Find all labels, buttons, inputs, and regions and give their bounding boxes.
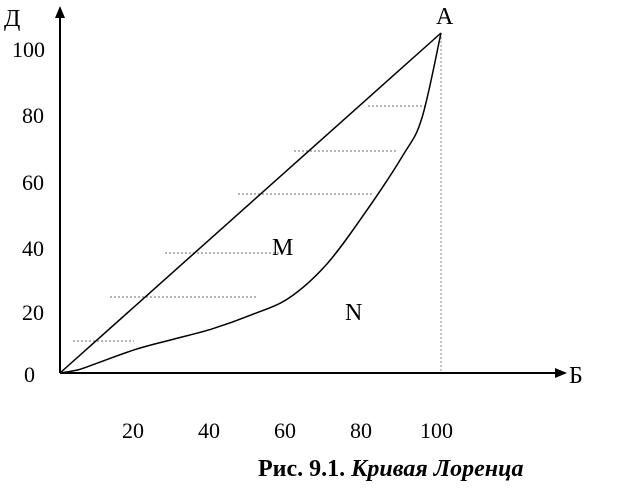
y-tick-label: 80 [22,103,44,128]
lorenz-curve [59,32,442,374]
figure-caption: Рис. 9.1. Кривая Лоренца [258,456,523,483]
origin-label: 0 [24,362,35,387]
y-tick-label: 40 [22,236,44,261]
x-axis-label: Б [569,363,583,389]
caption-title: Кривая Лоренца [351,456,524,482]
region-n-label: N [345,300,362,326]
x-tick-label: 20 [122,418,144,443]
hatching [73,105,425,342]
x-tick-label: 80 [350,418,372,443]
y-axis-label: Д [4,6,20,32]
point-a-label: А [436,4,454,30]
y-tick-label: 100 [12,37,45,62]
y-tick-label: 20 [22,300,44,325]
caption-number: Рис. 9.1. [258,456,346,482]
x-tick-label: 100 [420,418,453,443]
region-m-label: М [272,235,293,261]
x-tick-label: 40 [198,418,220,443]
y-tick-label: 60 [22,170,44,195]
x-tick-label: 60 [274,418,296,443]
equality-line [59,32,442,374]
